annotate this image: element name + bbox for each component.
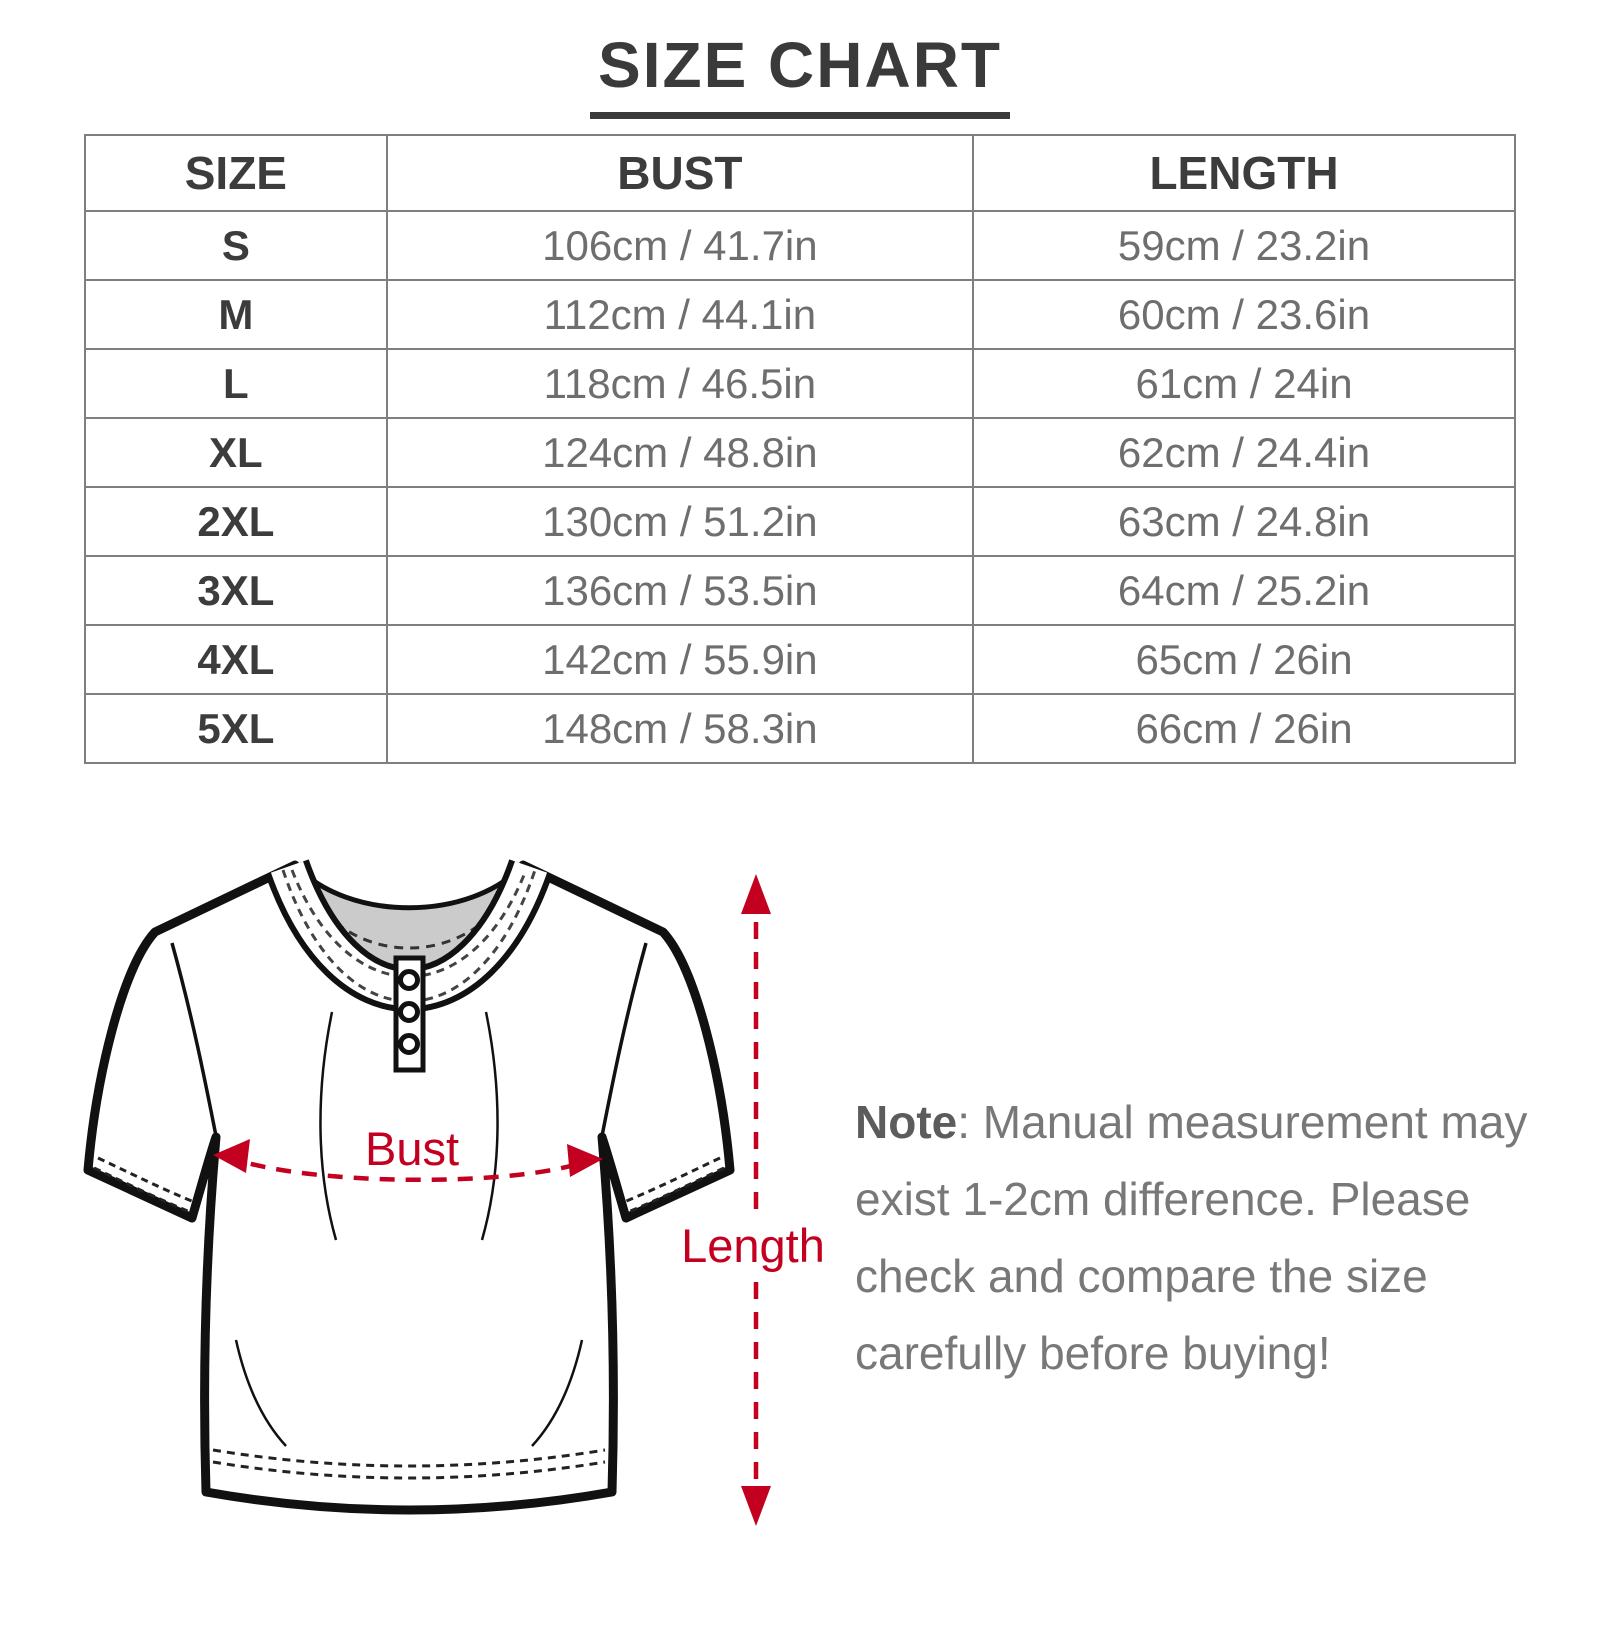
bust-cell: 142cm / 55.9in <box>385 624 975 695</box>
tshirt-svg: Bust Length <box>83 859 834 1526</box>
length-cell: 61cm / 24in <box>972 348 1516 419</box>
length-cell: 64cm / 25.2in <box>972 555 1516 626</box>
length-arrowhead-top <box>741 874 771 914</box>
bust-cell: 130cm / 51.2in <box>385 486 975 557</box>
size-table-header: SIZE BUST LENGTH <box>84 134 1516 212</box>
bust-cell: 148cm / 58.3in <box>385 693 975 764</box>
bust-cell: 136cm / 53.5in <box>385 555 975 626</box>
table-row: XL 124cm / 48.8in 62cm / 24.4in <box>84 417 1516 488</box>
header-row: SIZE BUST LENGTH <box>84 134 1516 212</box>
sleeve-stitch-left <box>97 1156 195 1204</box>
armhole-seam-left <box>170 942 218 1137</box>
table-row: 5XL 148cm / 58.3in 66cm / 26in <box>84 693 1516 764</box>
length-cell: 59cm / 23.2in <box>972 210 1516 281</box>
length-cell: 65cm / 26in <box>972 624 1516 695</box>
fold-line <box>234 1339 287 1447</box>
length-arrowhead-bottom <box>741 1486 771 1526</box>
bust-cell: 112cm / 44.1in <box>385 279 975 350</box>
table-row: 2XL 130cm / 51.2in 63cm / 24.8in <box>84 486 1516 557</box>
size-cell: 3XL <box>84 555 388 626</box>
bust-arrowhead-right <box>567 1144 603 1177</box>
bust-cell: 118cm / 46.5in <box>385 348 975 419</box>
bust-label: Bust <box>365 1122 459 1175</box>
length-label-backdrop <box>672 1216 834 1276</box>
size-cell: XL <box>84 417 388 488</box>
size-cell: M <box>84 279 388 350</box>
bust-arrow-line <box>225 1153 591 1183</box>
button-icon <box>398 1033 420 1055</box>
sleeve-stitch-right <box>623 1156 721 1204</box>
bust-arrowhead-left <box>213 1139 250 1173</box>
length-cell: 60cm / 23.6in <box>972 279 1516 350</box>
hem-stitch <box>212 1448 606 1468</box>
note-text: : Manual measurement may exist 1-2cm dif… <box>855 1096 1528 1379</box>
table-row: S 106cm / 41.7in 59cm / 23.2in <box>84 210 1516 281</box>
button-icon <box>398 969 420 991</box>
sleeve-stitch-right <box>627 1166 725 1214</box>
size-cell: 4XL <box>84 624 388 695</box>
hem-stitch <box>212 1460 606 1480</box>
shirt-outline <box>83 860 735 1515</box>
header-bust: BUST <box>385 134 975 212</box>
page-title-text: SIZE CHART <box>590 28 1010 119</box>
armhole-seam-right <box>600 942 648 1137</box>
tshirt-diagram: Bust Length <box>40 840 840 1620</box>
size-cell: S <box>84 210 388 281</box>
length-cell: 63cm / 24.8in <box>972 486 1516 557</box>
size-cell: 2XL <box>84 486 388 557</box>
collar-band-stitch-upper <box>290 869 528 978</box>
fold-line <box>319 1011 338 1241</box>
sleeve-stitch-left <box>93 1166 191 1214</box>
size-table-body: S 106cm / 41.7in 59cm / 23.2in M 112cm / 44.… <box>84 210 1516 764</box>
bust-cell: 106cm / 41.7in <box>385 210 975 281</box>
length-cell: 66cm / 26in <box>972 693 1516 764</box>
note-label: Note <box>855 1096 958 1148</box>
header-length: LENGTH <box>972 134 1516 212</box>
table-row: 3XL 136cm / 53.5in 64cm / 25.2in <box>84 555 1516 626</box>
page-title: SIZE CHART <box>0 28 1600 119</box>
size-cell: L <box>84 348 388 419</box>
header-size: SIZE <box>84 134 388 212</box>
button-icon <box>398 1001 420 1023</box>
length-cell: 62cm / 24.4in <box>972 417 1516 488</box>
table-row: M 112cm / 44.1in 60cm / 23.6in <box>84 279 1516 350</box>
fold-line <box>480 1011 499 1241</box>
bust-cell: 124cm / 48.8in <box>385 417 975 488</box>
size-cell: 5XL <box>84 693 388 764</box>
measurement-note: Note: Manual measurement may exist 1-2cm… <box>855 1084 1545 1392</box>
length-label: Length <box>681 1219 825 1272</box>
fold-line <box>531 1339 584 1447</box>
size-table: SIZE BUST LENGTH S 106cm / 41.7in 59cm / 2… <box>84 134 1516 764</box>
table-row: L 118cm / 46.5in 61cm / 24in <box>84 348 1516 419</box>
table-row: 4XL 142cm / 55.9in 65cm / 26in <box>84 624 1516 695</box>
